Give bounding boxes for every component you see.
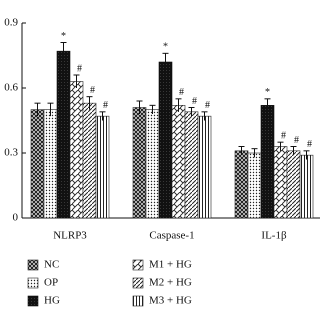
y-tick-label: 0.9 (4, 17, 18, 29)
bar (273, 146, 288, 219)
bar (184, 111, 199, 219)
bar (30, 109, 45, 219)
bar (171, 105, 186, 219)
significance-marker: # (179, 87, 184, 98)
bar (95, 115, 110, 219)
bar (69, 81, 84, 219)
significance-marker: * (61, 31, 66, 42)
significance-marker: * (163, 42, 168, 53)
x-tick-label: IL-1β (261, 230, 287, 242)
bar (158, 61, 173, 219)
legend-swatch (27, 295, 39, 307)
significance-marker: * (265, 87, 270, 98)
bar (247, 152, 262, 219)
significance-marker: # (192, 96, 197, 107)
significance-marker: # (281, 130, 286, 141)
bar (286, 150, 301, 219)
significance-marker: # (90, 85, 95, 96)
legend-swatch (27, 277, 39, 289)
significance-marker: # (205, 100, 210, 111)
legend-swatch (132, 277, 144, 289)
significance-marker: # (307, 139, 312, 150)
significance-marker: # (294, 135, 299, 146)
legend-swatch (132, 295, 144, 307)
y-tick-label: 0.3 (4, 147, 18, 159)
significance-marker: # (77, 63, 82, 74)
bar (145, 109, 160, 219)
legend-label: NC (44, 259, 59, 271)
bar (197, 115, 212, 219)
legend-label: M3 + HG (149, 295, 192, 307)
bar (132, 107, 147, 219)
y-tick-label: 0 (13, 212, 19, 224)
y-tick-label: 0.6 (4, 82, 18, 94)
bar (56, 50, 71, 219)
bar (260, 105, 275, 219)
x-tick-label: NLRP3 (53, 230, 87, 242)
legend-label: OP (44, 277, 58, 289)
legend-swatch (27, 259, 39, 271)
bar (43, 109, 58, 219)
bar (234, 150, 249, 219)
significance-marker: # (103, 100, 108, 111)
legend-label: M2 + HG (149, 277, 192, 289)
bar (82, 102, 97, 219)
bar (299, 154, 314, 219)
legend-label: HG (44, 295, 60, 307)
legend-swatch (132, 259, 144, 271)
x-tick-label: Caspase-1 (149, 230, 194, 242)
legend-label: M1 + HG (149, 259, 192, 271)
